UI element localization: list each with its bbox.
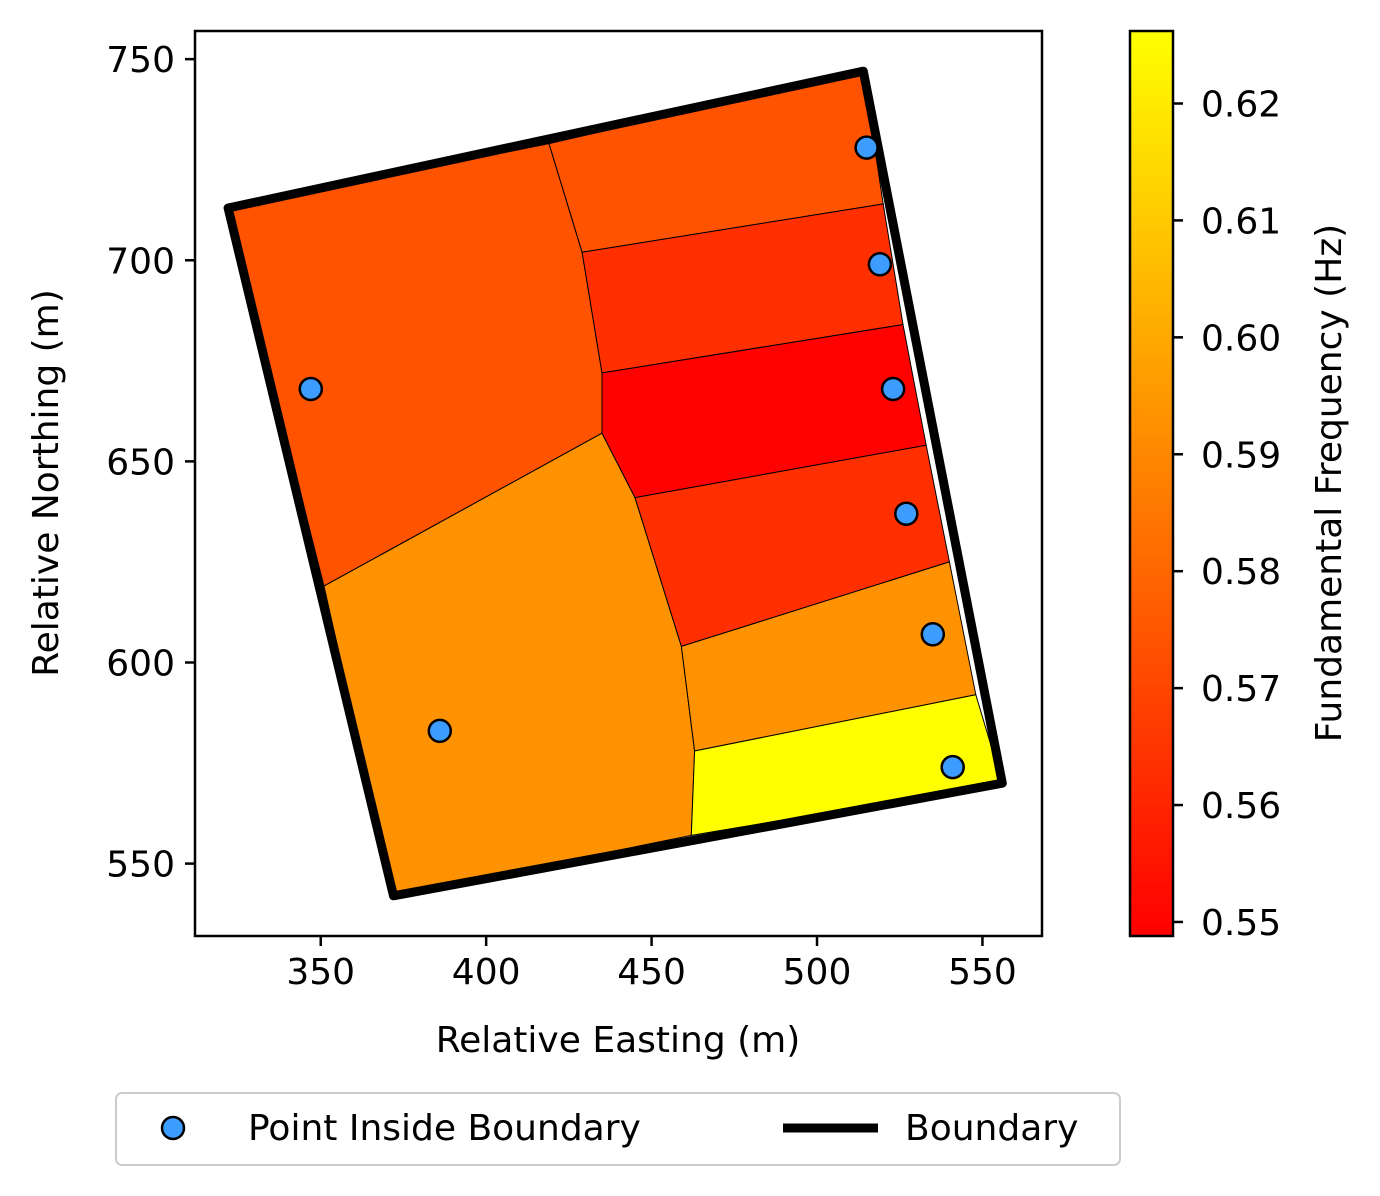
x-tick-label: 400 xyxy=(452,952,521,993)
colorbar-tick-label: 0.58 xyxy=(1201,552,1281,593)
x-axis: 350 400 450 500 550 xyxy=(286,936,1017,993)
data-point xyxy=(867,252,893,277)
y-tick-label: 750 xyxy=(106,40,175,81)
plot-area: 350 400 450 500 550 550 600 650 700 750 Relative… xyxy=(26,29,1044,1061)
y-tick-label: 700 xyxy=(106,241,175,282)
colorbar-tick-label: 0.62 xyxy=(1201,84,1281,125)
legend-point-label: Point Inside Boundary xyxy=(248,1108,641,1149)
x-tick-label: 350 xyxy=(286,952,355,993)
legend-frame xyxy=(115,1092,1121,1166)
colorbar-title: Fundamental Frequency (Hz) xyxy=(1309,224,1350,742)
legend-boundary-label: Boundary xyxy=(905,1108,1078,1149)
y-tick-label: 650 xyxy=(106,442,175,483)
y-axis-title: Relative Northing (m) xyxy=(26,289,67,677)
data-point xyxy=(854,135,879,160)
y-tick-label: 600 xyxy=(106,643,175,684)
x-tick-label: 450 xyxy=(617,952,686,993)
data-point xyxy=(880,376,906,402)
colorbar-tick-label: 0.55 xyxy=(1201,903,1281,944)
colorbar-tick-label: 0.59 xyxy=(1201,435,1281,476)
colorbar: 0.55 0.56 0.57 0.58 0.59 0.60 0.61 0.62 Fundame… xyxy=(1128,29,1350,944)
y-tick-label: 550 xyxy=(106,845,175,886)
data-point xyxy=(298,376,324,402)
colorbar-tick-label: 0.61 xyxy=(1201,201,1281,242)
x-axis-title: Relative Easting (m) xyxy=(436,1020,801,1061)
colorbar-gradient xyxy=(1128,29,1175,938)
data-point xyxy=(427,718,453,744)
colorbar-tick-label: 0.57 xyxy=(1201,669,1281,710)
legend: Point Inside Boundary Boundary xyxy=(115,1092,1121,1166)
data-point xyxy=(920,622,946,647)
colorbar-tick-label: 0.60 xyxy=(1201,318,1281,359)
boundary-polygon xyxy=(223,66,1007,901)
axes-frame xyxy=(193,29,1044,938)
colorbar-ticks: 0.55 0.56 0.57 0.58 0.59 0.60 0.61 0.62 xyxy=(1173,84,1281,944)
voronoi-cells xyxy=(227,70,1003,897)
x-tick-label: 500 xyxy=(783,952,852,993)
y-axis: 550 600 650 700 750 xyxy=(106,40,195,886)
x-tick-label: 550 xyxy=(948,952,1017,993)
data-point xyxy=(940,754,965,780)
colorbar-tick-label: 0.56 xyxy=(1201,786,1281,827)
points-layer xyxy=(298,135,965,780)
data-point xyxy=(894,501,919,526)
legend-point-marker xyxy=(160,1115,186,1141)
